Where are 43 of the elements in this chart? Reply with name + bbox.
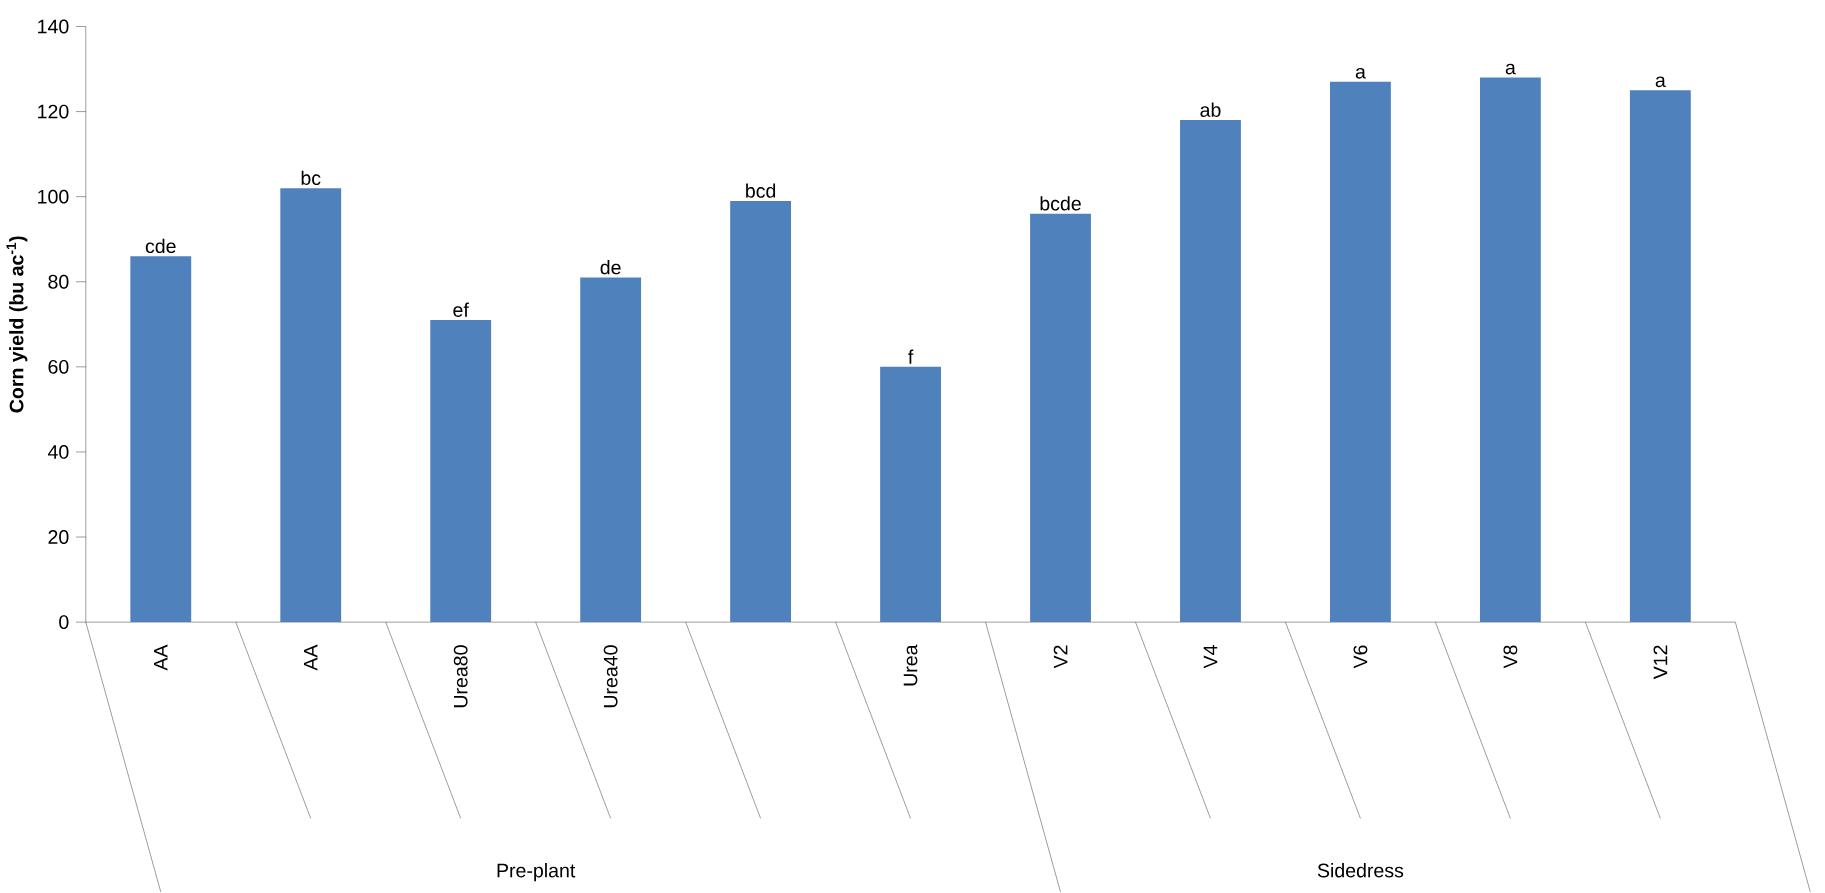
- y-axis-title: Corn yield (bu ac$^{-1}$): [6, 236, 28, 413]
- data-label: cde: [145, 238, 176, 254]
- y-tick-label: 80: [48, 274, 69, 289]
- data-label: ef: [453, 302, 469, 317]
- y-tick-label: 120: [38, 104, 69, 119]
- data-label: de: [600, 260, 621, 275]
- data-label: ab: [1200, 102, 1221, 117]
- data-label: bcde: [1040, 196, 1081, 211]
- x-tick-label: AA: [304, 644, 318, 671]
- data-label: bcd: [746, 183, 776, 198]
- text: Pre-plant: [497, 863, 576, 882]
- x-tick-label: Urea80: [453, 645, 468, 708]
- x-tick-label: V8: [1503, 645, 1518, 669]
- x-tick-label: Urea: [903, 644, 918, 686]
- text: Sidedress: [1317, 863, 1404, 878]
- bar: [1030, 213, 1091, 623]
- y-tick-label: 40: [47, 445, 69, 459]
- y-tick-label: 0: [59, 615, 69, 630]
- bar: [1180, 120, 1241, 623]
- bar: [1479, 77, 1541, 623]
- bar: [130, 256, 192, 623]
- bar: [1330, 81, 1391, 623]
- y-tick-label: 60: [48, 359, 69, 374]
- x-tick-label: V12: [1653, 645, 1668, 680]
- data-label: bc: [301, 170, 321, 186]
- y-tick-label: 100: [38, 189, 69, 204]
- x-tick-label: Urea40: [603, 645, 618, 708]
- data-label: a: [1355, 67, 1366, 79]
- bar: [580, 277, 642, 623]
- y-tick-label: 20: [48, 530, 69, 544]
- bar: [730, 200, 792, 623]
- x-tick-label: V6: [1353, 645, 1368, 669]
- y-tick-label: 140: [38, 19, 69, 34]
- data-label: a: [1505, 63, 1516, 75]
- data-label: f: [908, 349, 914, 364]
- x-tick-label: V4: [1203, 645, 1218, 669]
- bar: [430, 320, 492, 623]
- data-label: a: [1655, 76, 1666, 88]
- bar: [1629, 90, 1691, 623]
- x-tick-label: V2: [1053, 645, 1068, 669]
- bar: [280, 188, 342, 623]
- bar: [880, 366, 941, 623]
- x-tick-label: AA: [154, 644, 168, 671]
